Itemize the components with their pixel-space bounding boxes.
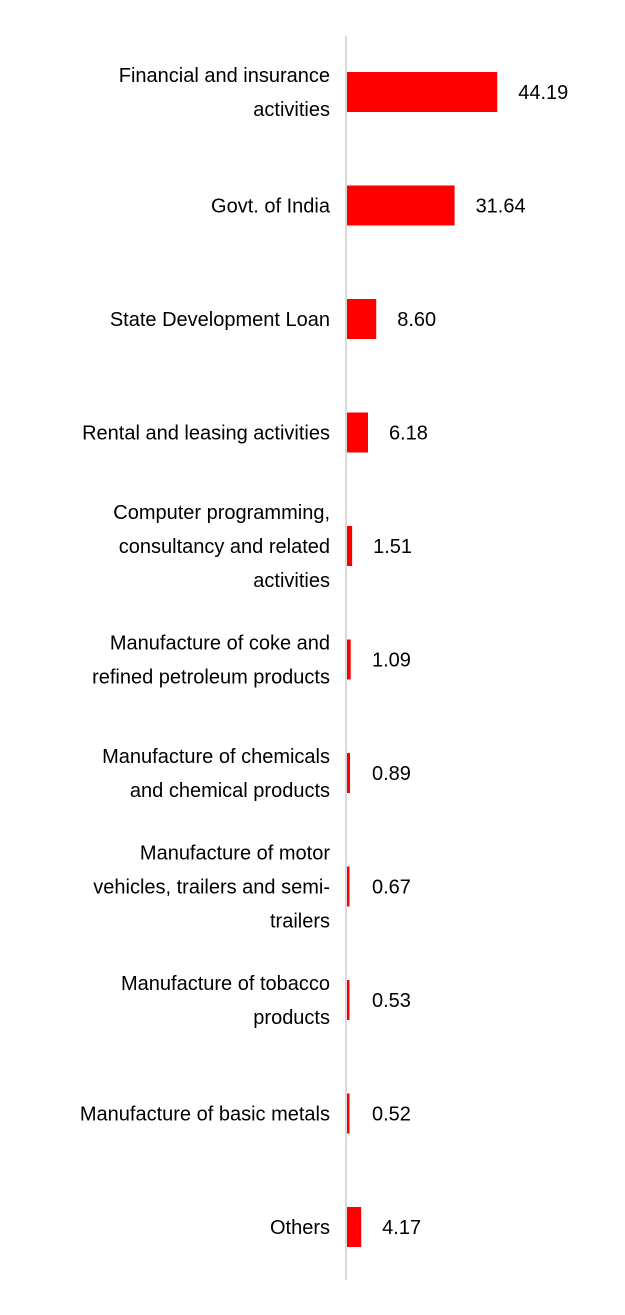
category-label-6: Manufacture of coke and refined petroleum… — [92, 633, 330, 689]
category-label-line: consultancy and related — [119, 536, 330, 558]
data-label-8: 0.67 — [372, 877, 411, 899]
category-label-line: refined petroleum products — [92, 667, 330, 689]
category-label-3: State Development Loan — [110, 309, 330, 331]
category-label-line: Rental and leasing activities — [82, 423, 330, 445]
category-label-8: Manufacture of motor vehicles, trailers a… — [93, 843, 330, 933]
category-label-1: Financial and insurance activities — [119, 65, 330, 121]
category-label-line: Manufacture of chemicals — [102, 746, 330, 768]
category-label-line: Manufacture of basic metals — [80, 1104, 330, 1126]
category-label-line: products — [253, 1007, 330, 1029]
category-label-line: Manufacture of coke and — [110, 633, 330, 655]
data-label-11: 4.17 — [382, 1217, 421, 1239]
bar-5 — [347, 526, 353, 566]
category-label-line: trailers — [270, 911, 330, 933]
category-label-9: Manufacture of tobacco products — [121, 973, 330, 1029]
bar-8 — [347, 866, 350, 907]
data-label-5: 1.51 — [373, 536, 412, 558]
category-label-11: Others — [270, 1217, 330, 1239]
category-label-7: Manufacture of chemicals and chemical pro… — [102, 746, 330, 802]
bar-10 — [347, 1093, 350, 1134]
bar-6 — [347, 639, 351, 680]
bar-7 — [347, 753, 351, 793]
bar-1 — [347, 72, 498, 112]
data-label-7: 0.89 — [372, 763, 411, 785]
category-label-line: Computer programming, — [113, 502, 330, 524]
category-label-line: Govt. of India — [211, 196, 331, 218]
category-label-line: Financial and insurance — [119, 65, 330, 87]
category-label-10: Manufacture of basic metals — [80, 1104, 330, 1126]
data-label-6: 1.09 — [372, 650, 411, 672]
bar-11 — [347, 1207, 362, 1247]
category-label-line: and chemical products — [130, 780, 330, 802]
bar-9 — [347, 980, 350, 1020]
data-label-3: 8.60 — [397, 309, 436, 331]
bar-2 — [347, 185, 455, 226]
category-label-line: activities — [253, 99, 330, 121]
data-label-4: 6.18 — [389, 423, 428, 445]
category-label-line: Manufacture of motor — [140, 843, 330, 865]
bar-3 — [347, 299, 377, 339]
category-label-2: Govt. of India — [211, 196, 331, 218]
category-label-line: Manufacture of tobacco — [121, 973, 330, 995]
data-label-1: 44.19 — [518, 82, 568, 104]
data-label-10: 0.52 — [372, 1104, 411, 1126]
category-label-line: activities — [253, 570, 330, 592]
category-label-4: Rental and leasing activities — [82, 423, 330, 445]
data-label-2: 31.64 — [476, 196, 526, 218]
category-label-5: Computer programming, consultancy and rel… — [113, 502, 330, 592]
bar-4 — [347, 412, 369, 453]
category-label-line: Others — [270, 1217, 330, 1239]
category-label-line: vehicles, trailers and semi- — [93, 877, 330, 899]
data-label-9: 0.53 — [372, 990, 411, 1012]
category-label-line: State Development Loan — [110, 309, 330, 331]
